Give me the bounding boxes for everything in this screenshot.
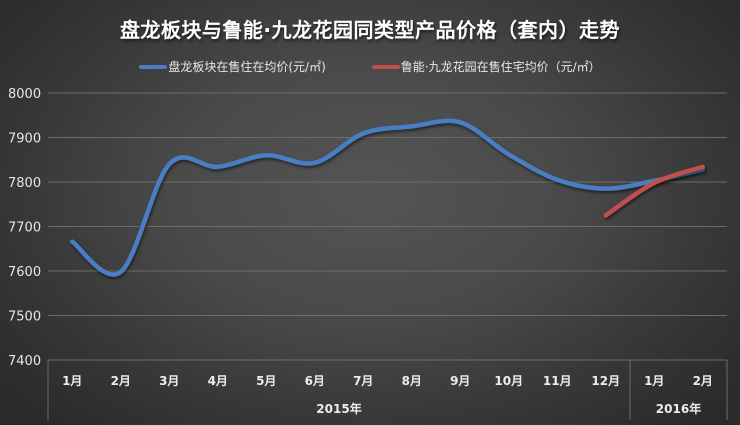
- x-tick-label: 1月: [62, 374, 82, 388]
- series-line-panlong: [70, 118, 705, 277]
- x-tick-label: 6月: [305, 374, 325, 388]
- y-tick-label: 7400: [8, 354, 41, 369]
- x-tick-label: 4月: [208, 374, 228, 388]
- x-tick-label: 1月: [644, 374, 664, 388]
- x-tick-label: 9月: [450, 374, 470, 388]
- y-tick-label: 8000: [8, 87, 41, 102]
- x-tick-label: 8月: [402, 374, 422, 388]
- x-group-label: 2015年: [316, 401, 361, 416]
- x-tick-label: 7月: [353, 374, 373, 388]
- legend-label: 盘龙板块在售住在均价(元/㎡): [168, 60, 326, 74]
- x-tick-label: 2月: [693, 374, 713, 388]
- legend-label: 鲁能·九龙花园在售住宅均价（元/㎡）: [400, 60, 601, 74]
- x-tick-label: 11月: [543, 374, 572, 388]
- legend-swatch-red: [371, 64, 400, 69]
- x-tick-label: 10月: [494, 374, 523, 388]
- legend-item-panlong[interactable]: 盘龙板块在售住在均价(元/㎡): [139, 58, 326, 75]
- series-line-luneng: [603, 164, 705, 218]
- x-group-label: 2016年: [656, 401, 701, 416]
- legend-item-luneng[interactable]: 鲁能·九龙花园在售住宅均价（元/㎡）: [371, 58, 601, 75]
- x-tick-label: 5月: [256, 374, 276, 388]
- legend-swatch-blue: [139, 64, 168, 69]
- y-tick-label: 7600: [8, 265, 41, 280]
- y-tick-label: 7900: [8, 132, 41, 147]
- y-tick-label: 7500: [8, 310, 41, 325]
- y-tick-label: 7800: [8, 176, 41, 191]
- chart-legend: 盘龙板块在售住在均价(元/㎡) 鲁能·九龙花园在售住宅均价（元/㎡）: [0, 58, 740, 75]
- x-tick-label: 2月: [111, 374, 131, 388]
- x-tick-label: 3月: [159, 374, 179, 388]
- x-tick-label: 12月: [591, 374, 620, 388]
- y-tick-label: 7700: [8, 221, 41, 236]
- chart-title: 盘龙板块与鲁能·九龙花园同类型产品价格（套内）走势: [119, 18, 621, 42]
